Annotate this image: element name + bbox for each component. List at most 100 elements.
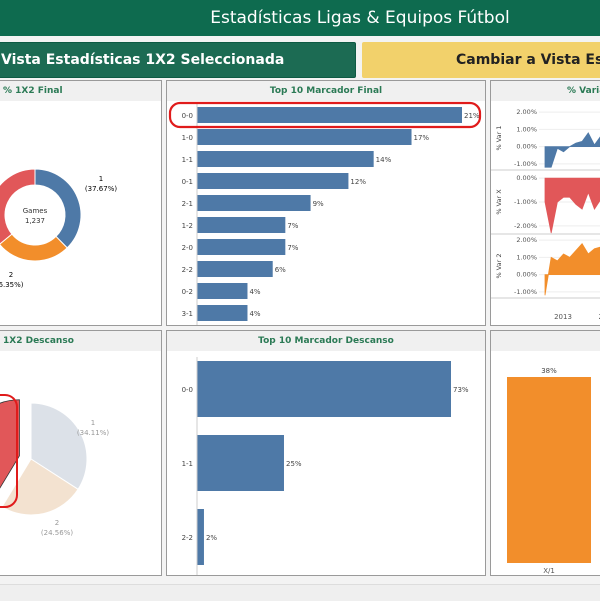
x-tick-label: 20 xyxy=(599,313,600,321)
value-label: 14% xyxy=(376,156,392,164)
category-label: 1-0 xyxy=(182,134,193,142)
final-1x2-title: % 1X2 Final xyxy=(3,86,63,96)
bar-1-2 xyxy=(197,217,286,233)
pie-label-2-name: 2 xyxy=(55,519,59,527)
bar-2-1 xyxy=(197,195,311,211)
y-tick-label: 2.00% xyxy=(516,236,537,244)
change-view-label: Cambiar a Vista Esta xyxy=(456,52,600,68)
panel-variation: % Varia 2.00% 1.00% 0.00% -1.00% % Var 1 0.00… xyxy=(490,80,600,326)
category-label: 0-2 xyxy=(182,288,193,296)
donut-label-1-name: 1 xyxy=(99,175,103,183)
variation-ylabel: % Var 2 xyxy=(495,253,503,278)
bar-0-2 xyxy=(197,283,248,299)
category-label: 1-1 xyxy=(182,460,193,468)
panel-top10-final-title: Top 10 Marcador Final xyxy=(167,81,485,101)
y-tick-label: 0.00% xyxy=(516,174,537,182)
bar-2-2 xyxy=(197,261,273,277)
panel-final-1x2-title: % 1X2 Final xyxy=(0,81,161,101)
y-tick-label: 1.00% xyxy=(516,253,537,261)
category-label: 0-0 xyxy=(182,112,193,120)
y-tick-label: -1.00% xyxy=(514,160,537,168)
top10-final-bar-chart: 0-0 21% 1-0 17% 1-1 14% 0-1 12% 2-1 9% 1-2 7% 2-0 7% 2… xyxy=(168,101,482,325)
descanso-1x2-title: 1X2 Descanso xyxy=(3,336,74,346)
category-label: 0-1 xyxy=(182,178,193,186)
value-label: 4% xyxy=(249,310,260,318)
y-tick-label: -2.00% xyxy=(514,222,537,230)
donut-label-2-pct: 6.35%) xyxy=(0,281,24,289)
y-tick-label: 1.00% xyxy=(516,125,537,133)
category-label: X/1 xyxy=(543,567,555,575)
descanso-1x2-pie-chart: 1 (34.11%) 2 (24.56%) xyxy=(0,394,109,537)
value-label: 73% xyxy=(453,386,469,394)
highlight-annotation xyxy=(168,101,482,129)
panel-final-1x2: % 1X2 Final Games 1,237 1 (37.67%) 2 6.35%) xyxy=(0,80,162,326)
value-label: 25% xyxy=(286,460,302,468)
variation-ylabel: % Var X xyxy=(495,189,503,215)
value-label: 6% xyxy=(275,266,286,274)
bar-1-0 xyxy=(197,129,412,145)
selected-view-button[interactable]: Vista Estadísticas 1X2 Seleccionada xyxy=(0,42,356,78)
pie-slice-X xyxy=(0,399,20,489)
y-tick-label: -1.00% xyxy=(514,288,537,296)
y-tick-label: 0.00% xyxy=(516,271,537,279)
change-view-button[interactable]: Cambiar a Vista Esta xyxy=(362,42,600,78)
value-label: 17% xyxy=(414,134,430,142)
top10-final-title: Top 10 Marcador Final xyxy=(269,86,383,96)
value-label: 7% xyxy=(287,222,298,230)
bar-3-1 xyxy=(197,305,248,321)
donut-slice-X xyxy=(0,168,36,245)
donut-center-value: 1,237 xyxy=(25,217,45,225)
panel-top10-descanso: Top 10 Marcador Descanso 0-0 73% 1-1 25% 2-2… xyxy=(166,330,486,576)
panel-x1-title xyxy=(491,331,600,351)
value-label: 12% xyxy=(350,178,366,186)
value-label: 9% xyxy=(313,200,324,208)
pie-highlight-annotation xyxy=(0,394,18,508)
category-label: 3-1 xyxy=(182,310,193,318)
variation-title: % Varia xyxy=(567,86,600,96)
value-label: 4% xyxy=(249,288,260,296)
y-tick-label: -1.00% xyxy=(514,198,537,206)
bar-2-0 xyxy=(197,239,286,255)
panel-variation-title: % Varia xyxy=(491,81,600,101)
pie-label-1-pct: (34.11%) xyxy=(77,429,109,437)
bar-0-1 xyxy=(197,173,349,189)
final-1x2-donut-chart: Games 1,237 1 (37.67%) 2 6.35%) xyxy=(0,168,117,289)
panel-top10-final: Top 10 Marcador Final 0-0 21% 1-0 17% 1-1 14%… xyxy=(166,80,486,326)
pie-label-1-name: 1 xyxy=(91,419,95,427)
variation-line-chart: 2.00% 1.00% 0.00% -1.00% % Var 1 0.00% -1.00% -… xyxy=(491,108,600,321)
value-label: 2% xyxy=(206,534,217,542)
x-tick-label: 2013 xyxy=(554,313,572,321)
bar-1-1 xyxy=(197,435,284,491)
variation-area-2 xyxy=(544,177,600,234)
variation-area-3 xyxy=(544,242,600,296)
value-label: 21% xyxy=(464,112,480,120)
category-label: 0-0 xyxy=(182,386,193,394)
panel-x1: 38% X/1 xyxy=(490,330,600,576)
category-label: 2-1 xyxy=(182,200,193,208)
value-label: 38% xyxy=(541,367,557,375)
bar-1-1 xyxy=(197,151,374,167)
panel-top10-descanso-title: Top 10 Marcador Descanso xyxy=(167,331,485,351)
category-label: 1-2 xyxy=(182,222,193,230)
donut-center-label: Games xyxy=(23,207,48,215)
y-tick-label: 2.00% xyxy=(516,108,537,116)
panel-descanso-1x2: 1X2 Descanso 1 (34.11%) 2 (24.56%) xyxy=(0,330,162,576)
pie-slice-2 xyxy=(1,458,79,516)
panel-descanso-1x2-title: 1X2 Descanso xyxy=(0,331,161,351)
y-tick-label: 0.00% xyxy=(516,143,537,151)
top10-descanso-title: Top 10 Marcador Descanso xyxy=(258,336,394,346)
category-label: 1-1 xyxy=(182,156,193,164)
category-label: 2-0 xyxy=(182,244,193,252)
donut-label-1-pct: (37.67%) xyxy=(85,185,117,193)
variation-ylabel: % Var 1 xyxy=(495,125,503,150)
variation-area-1 xyxy=(544,132,600,168)
bar-0-0 xyxy=(197,361,451,417)
bar-0-0 xyxy=(197,107,462,123)
selected-view-label: Vista Estadísticas 1X2 Seleccionada xyxy=(1,52,285,68)
category-label: 2-2 xyxy=(182,534,193,542)
footer-bar xyxy=(0,584,600,601)
donut-label-2-name: 2 xyxy=(9,271,13,279)
dashboard-header: Estadísticas Ligas & Equipos Fútbol xyxy=(0,0,600,36)
dashboard-title: Estadísticas Ligas & Equipos Fútbol xyxy=(210,8,510,28)
top10-descanso-bar-chart: 0-0 73% 1-1 25% 2-2 2% xyxy=(182,357,469,575)
